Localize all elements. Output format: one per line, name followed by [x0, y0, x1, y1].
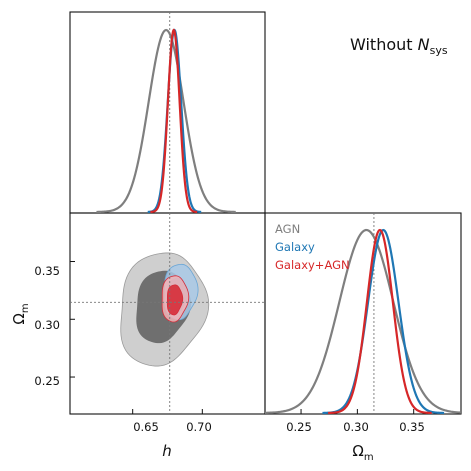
h-marginal-curves: [96, 12, 236, 214]
x-tick-label-om-025: 0.25: [286, 420, 312, 434]
y-tick-label-030: 0.30: [34, 318, 60, 332]
legend-entry-galaxy-agn: Galaxy+AGN: [275, 258, 350, 272]
y-tick-label-025: 0.25: [34, 374, 60, 388]
omega-marginal-panel: [264, 212, 462, 415]
h-marginal-curve-galaxy-agn: [150, 28, 198, 214]
x-axis-label-h: h: [162, 442, 172, 460]
contour-galaxy-agn-68: [166, 284, 184, 316]
x-tick-label-h-070: 0.70: [186, 420, 212, 434]
omega-marginal-curve-galaxy-agn: [328, 228, 432, 415]
omega-marginal-curve-agn: [264, 228, 462, 414]
legend-entry-agn: AGN: [275, 222, 300, 236]
h-marginal-curve-agn: [96, 28, 236, 214]
h-omega-contours: [70, 213, 265, 414]
omega-marginal-curves: [264, 213, 462, 415]
omega-marginal-curve-galaxy: [322, 228, 445, 415]
y-tick-label-035: 0.35: [34, 264, 60, 278]
legend-entry-galaxy: Galaxy: [275, 240, 315, 254]
x-axis-label-omega: Ωm: [352, 442, 373, 463]
annotation-text: Without Nsys: [350, 35, 448, 57]
legend: AGN Galaxy Galaxy+AGN: [275, 222, 350, 272]
x-tick-label-om-030: 0.30: [343, 420, 369, 434]
x-tick-label-om-035: 0.35: [399, 420, 425, 434]
y-axis-label-omega: Ωm: [10, 303, 31, 324]
x-tick-label-h-065: 0.65: [133, 420, 159, 434]
